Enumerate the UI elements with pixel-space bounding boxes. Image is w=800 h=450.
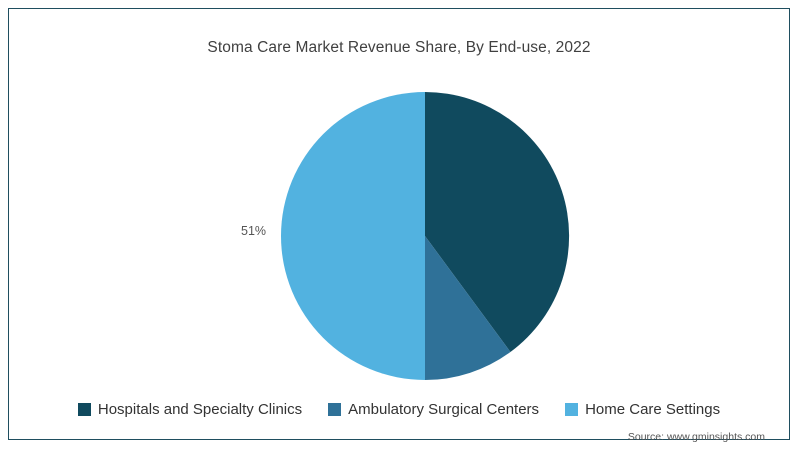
legend-swatch-icon (328, 403, 342, 416)
page-title: Stoma Care Market Revenue Share, By End-… (207, 39, 591, 56)
pie-slice-home-care-settings[interactable] (281, 92, 425, 380)
legend-item-home-care-settings[interactable]: Home Care Settings (565, 401, 720, 418)
legend-label: Ambulatory Surgical Centers (348, 401, 540, 418)
pie-slice-hospitals-and-specialty-clinics[interactable] (425, 91, 570, 352)
pie-slice-ambulatory-surgical-centers[interactable] (425, 236, 511, 381)
chart-card: Stoma Care Market Revenue Share, By End-… (8, 8, 790, 443)
legend-swatch-icon (565, 403, 579, 416)
pie-chart-svg (281, 91, 570, 381)
legend-swatch-icon (77, 403, 91, 416)
legend-label: Hospitals and Specialty Clinics (97, 401, 303, 418)
legend-item-ambulatory-surgical-centers[interactable]: Ambulatory Surgical Centers (328, 401, 539, 418)
legend-label: Home Care Settings (585, 401, 721, 418)
pie-slice-label-home-care-settings: 51% (241, 224, 267, 238)
legend-item-hospitals-and-specialty-clinics[interactable]: Hospitals and Specialty Clinics (77, 401, 303, 418)
source-attribution: Source: www.gminsights.com (627, 431, 765, 443)
legend: Hospitals and Specialty Clinics Ambulato… (9, 401, 789, 418)
pie-chart (280, 91, 570, 381)
